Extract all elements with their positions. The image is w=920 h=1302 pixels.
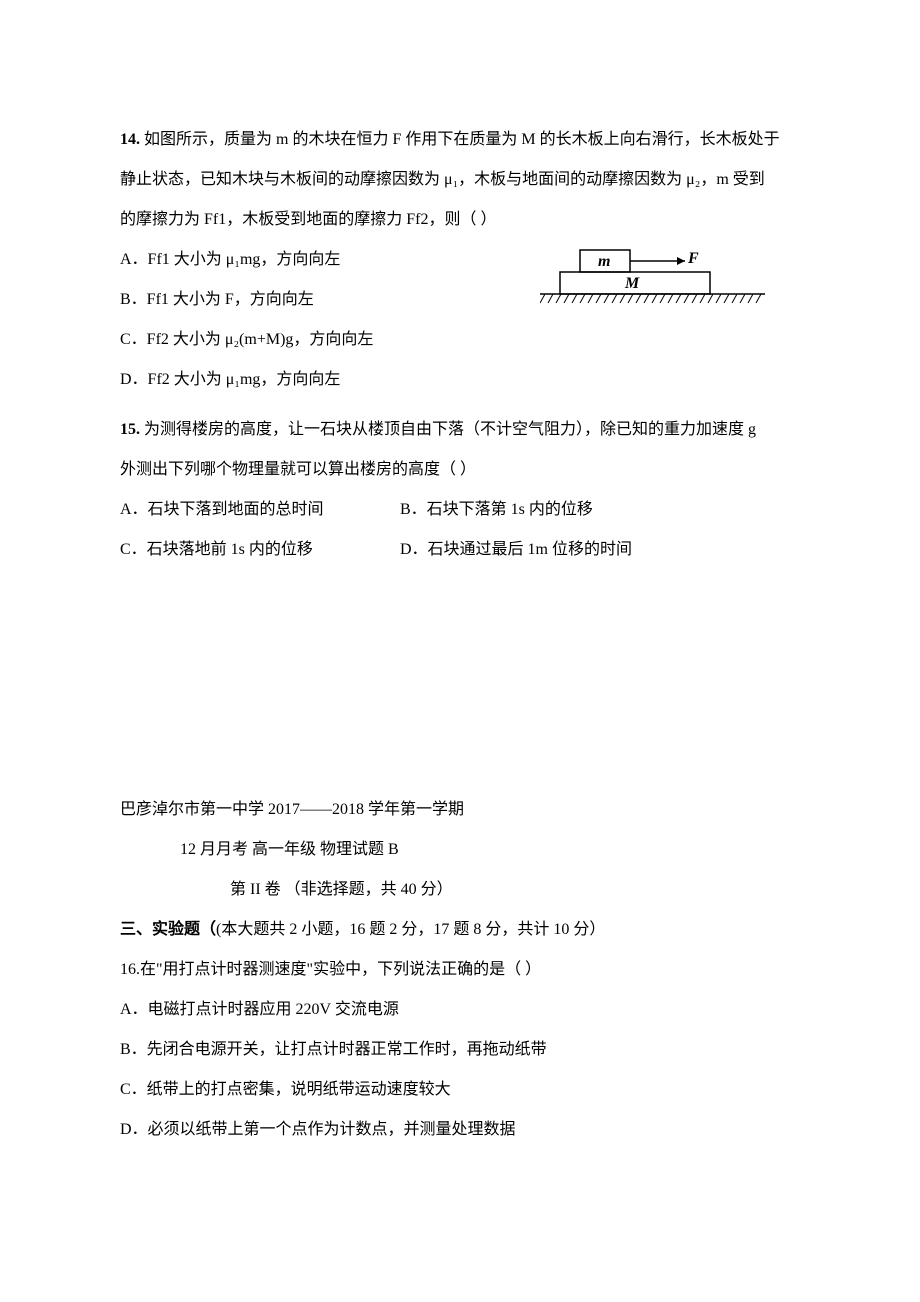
header-line2: 12 月月考 高一年级 物理试题 B	[120, 830, 800, 870]
section-3-heading: 三、实验题（(本大题共 2 小题，16 题 2 分，17 题 8 分，共计 10…	[120, 910, 800, 950]
question-15: 15. 为测得楼房的高度，让一石块从楼顶自由下落（不计空气阻力），除已知的重力加…	[120, 410, 800, 570]
q16-option-d: D．必须以纸带上第一个点作为计数点，并测量处理数据	[120, 1110, 800, 1150]
q14-stem: 14. 如图所示，质量为 m 的木块在恒力 F 作用下在质量为 M 的长木板上向…	[120, 120, 800, 160]
header-line1: 巴彦淖尔市第一中学 2017——2018 学年第一学期	[120, 790, 800, 830]
q15-stem: 15. 为测得楼房的高度，让一石块从楼顶自由下落（不计空气阻力），除已知的重力加…	[120, 410, 800, 450]
q15-stem-line1: 为测得楼房的高度，让一石块从楼顶自由下落（不计空气阻力），除已知的重力加速度 g	[144, 421, 756, 438]
q16-option-c: C．纸带上的打点密集，说明纸带运动速度较大	[120, 1070, 800, 1110]
q15-option-a: A．石块下落到地面的总时间	[120, 490, 400, 530]
section-3-desc: (本大题共 2 小题，16 题 2 分，17 题 8 分，共计 10 分）	[216, 921, 605, 938]
label-M: M	[624, 275, 640, 292]
q14-option-d: D．Ff2 大小为 μ₁mg，方向向左	[120, 360, 800, 400]
q15-option-b: B．石块下落第 1s 内的位移	[400, 490, 593, 530]
q15-option-d: D．石块通过最后 1m 位移的时间	[400, 530, 632, 570]
q16-stem: 16.在"用打点计时器测速度"实验中，下列说法正确的是（ ）	[120, 950, 800, 990]
block-on-plank-diagram: m F M	[540, 245, 770, 315]
question-16: 16.在"用打点计时器测速度"实验中，下列说法正确的是（ ） A．电磁打点计时器…	[120, 950, 800, 1150]
q15-option-c: C．石块落地前 1s 内的位移	[120, 530, 400, 570]
label-m: m	[598, 253, 610, 270]
q15-number: 15.	[120, 421, 140, 438]
q15-options-row1: A．石块下落到地面的总时间 B．石块下落第 1s 内的位移	[120, 490, 800, 530]
force-arrow-head	[677, 257, 685, 265]
section-3-title: 三、实验题（	[120, 921, 216, 938]
q15-stem-line2: 外测出下列哪个物理量就可以算出楼房的高度（ ）	[120, 450, 800, 490]
q14-number: 14.	[120, 131, 140, 148]
q14-stem-line1: 如图所示，质量为 m 的木块在恒力 F 作用下在质量为 M 的长木板上向右滑行，…	[144, 131, 780, 148]
q16-option-a: A．电磁打点计时器应用 220V 交流电源	[120, 990, 800, 1030]
q15-options-row2: C．石块落地前 1s 内的位移 D．石块通过最后 1m 位移的时间	[120, 530, 800, 570]
q14-stem-line2: 静止状态，已知木块与木板间的动摩擦因数为 μ₁，木板与地面间的动摩擦因数为 μ₂…	[120, 160, 800, 200]
q14-diagram: m F M	[540, 245, 770, 331]
ground-hatching	[540, 294, 761, 303]
label-F: F	[687, 250, 699, 267]
header-line3: 第 II 卷 （非选择题，共 40 分）	[120, 870, 800, 910]
exam-header: 巴彦淖尔市第一中学 2017——2018 学年第一学期 12 月月考 高一年级 …	[120, 790, 800, 910]
q16-option-b: B．先闭合电源开关，让打点计时器正常工作时，再拖动纸带	[120, 1030, 800, 1070]
q14-stem-line3: 的摩擦力为 Ff1，木板受到地面的摩擦力 Ff2，则（ ）	[120, 200, 800, 240]
